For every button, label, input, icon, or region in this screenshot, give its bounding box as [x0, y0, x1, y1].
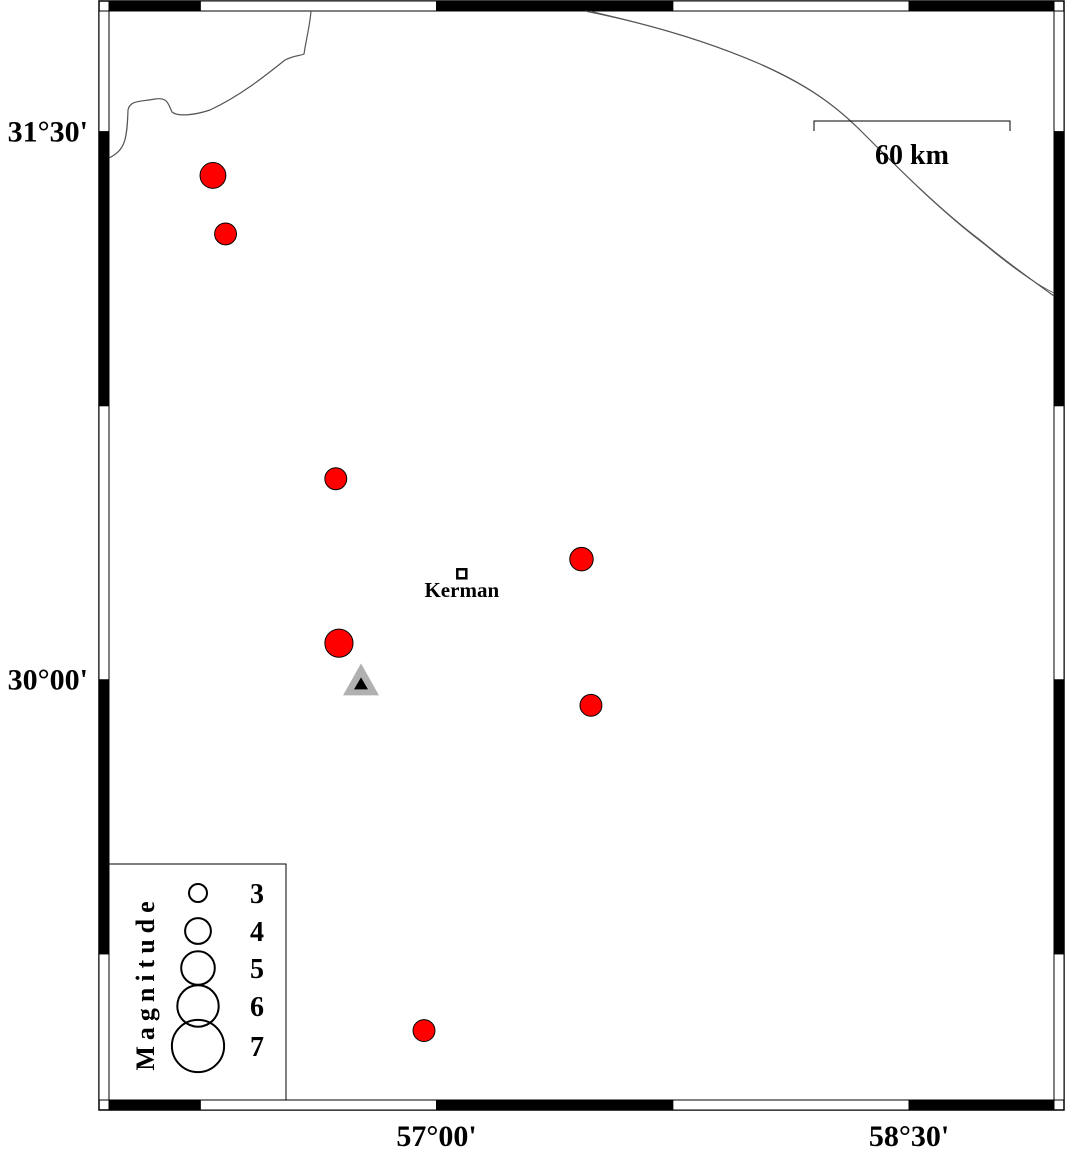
frame-band-top: [672, 0, 910, 12]
map-border: [108, 10, 1055, 1101]
station-inner-triangle: [354, 677, 368, 690]
legend-label: 6: [250, 992, 264, 1023]
legend-label: 3: [250, 879, 264, 910]
frame-band-left: [98, 10, 110, 133]
legend-label: 7: [250, 1032, 264, 1063]
earthquake-event: [569, 546, 594, 572]
frame-band-bottom: [108, 1099, 201, 1111]
lat-tick-label: 30°00': [8, 664, 88, 697]
frame-band-right: [1053, 131, 1065, 407]
lon-tick-label: 58°30': [869, 1120, 949, 1149]
earthquake-event: [324, 628, 354, 658]
frame-band-right: [1053, 10, 1065, 133]
axis-labels: 57°00' 58°30' 31°30' 30°00': [8, 116, 950, 1153]
frame-band-bottom: [908, 1099, 1055, 1111]
frame-band-right: [1053, 953, 1065, 1101]
frame-band-bottom: [672, 1099, 910, 1111]
scale-bar: 60 km: [813, 120, 1011, 171]
square-city-icon: [456, 568, 468, 580]
earthquake-event: [324, 467, 348, 491]
frame-band-top: [908, 0, 1055, 12]
frame-band-right: [1053, 679, 1065, 955]
legend-label: 5: [250, 954, 264, 985]
frame-band-left: [98, 679, 110, 955]
frame-band-top: [108, 0, 201, 12]
frame-band-left: [98, 953, 110, 1101]
coastline-borders: [108, 10, 1055, 297]
earthquake-event: [214, 222, 238, 246]
city-label: Kerman: [424, 578, 499, 602]
frame-band-bottom: [436, 1099, 674, 1111]
frame-band-left: [98, 405, 110, 681]
earthquake-event: [412, 1019, 436, 1043]
legend-circle: [184, 917, 212, 945]
triangle-station-icon: [343, 663, 379, 696]
earthquake-event: [199, 162, 227, 189]
frame-band-left: [98, 131, 110, 407]
frame-band-top: [436, 0, 674, 12]
earthquake-events: [199, 162, 603, 1043]
city-kerman: Kerman: [424, 568, 499, 602]
border-line-northeast-2: [589, 10, 1055, 294]
lat-tick-label: 31°30': [8, 116, 88, 149]
scale-bar-label: 60 km: [875, 140, 949, 171]
frame-band-bottom: [199, 1099, 438, 1111]
frame-band-top: [199, 0, 438, 12]
lon-tick-label: 57°00': [396, 1120, 476, 1149]
legend-circle: [188, 883, 208, 903]
legend-circle: [176, 984, 220, 1028]
legend-title: Magnitude: [131, 895, 160, 1070]
frame-band-right: [1053, 405, 1065, 681]
border-line-northwest: [108, 10, 312, 159]
magnitude-legend: Magnitude 3 4 5 6 7: [108, 863, 287, 1101]
legend-circle: [170, 1018, 226, 1074]
legend-label: 4: [250, 917, 264, 948]
earthquake-event: [579, 693, 603, 717]
